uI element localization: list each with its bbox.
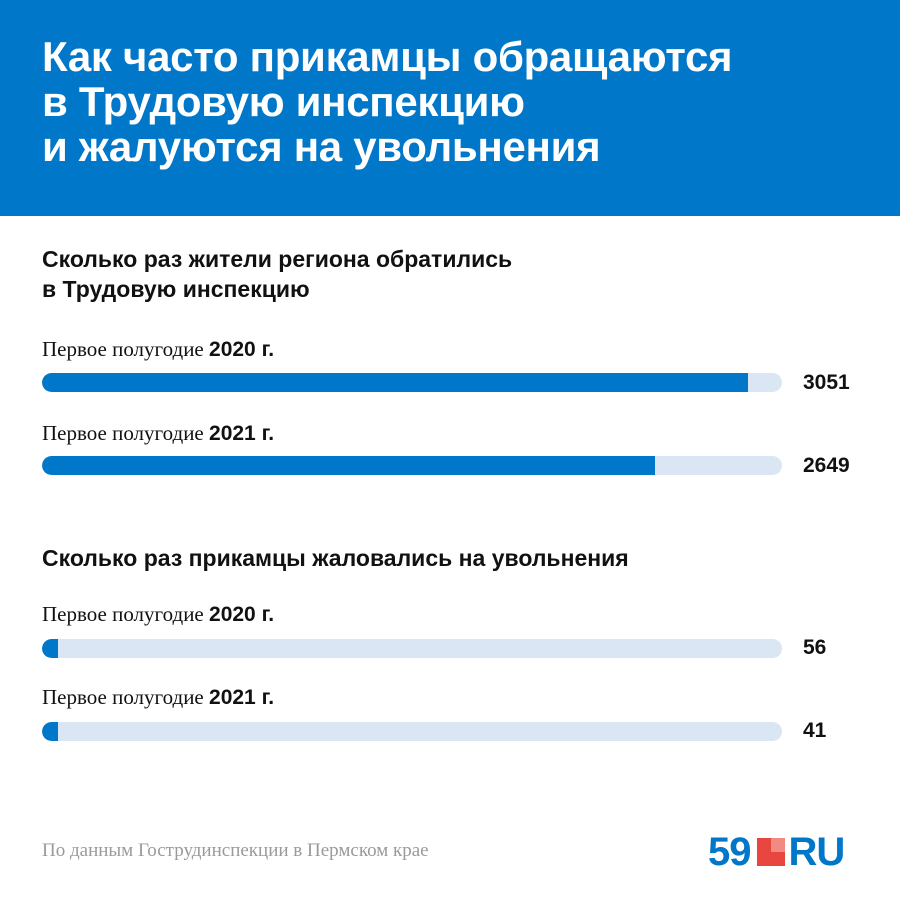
bar-label-prefix: Первое полугодие	[42, 602, 204, 626]
chart-1-bar-1-fill	[42, 373, 748, 392]
chart-2-bar-1-track	[42, 639, 782, 658]
header-banner: Как часто прикамцы обращаются в Трудовую…	[0, 0, 900, 216]
chart-2-bar-2-fill	[42, 722, 59, 741]
bar-label-prefix: Первое полугодие	[42, 685, 204, 709]
bar-label-year: 2021 г.	[209, 422, 275, 445]
logo-suffix: RU	[788, 829, 846, 874]
bar-label-prefix: Первое полугодие	[42, 337, 204, 361]
chart-1-bar-2-fill	[42, 456, 655, 475]
site-logo[interactable]: 59 RU	[708, 829, 846, 874]
bar-label-year: 2020 г.	[209, 603, 275, 626]
bar-label-year: 2021 г.	[209, 686, 275, 709]
bar-label-year: 2020 г.	[209, 338, 275, 361]
chart-1-bar-2-value: 2649	[803, 454, 850, 477]
chart-1-bar-1-label: Первое полугодие 2020 г.	[42, 337, 274, 362]
chart-1-bar-2-label: Первое полугодие 2021 г.	[42, 421, 274, 446]
page-title: Как часто прикамцы обращаются в Трудовую…	[42, 33, 733, 170]
chart-1-bar-1-value: 3051	[803, 371, 850, 394]
chart-2-bar-2-label: Первое полугодие 2021 г.	[42, 685, 274, 710]
bar-label-prefix: Первое полугодие	[42, 421, 204, 445]
chart-1-bar-1-track	[42, 373, 782, 392]
logo-number: 59	[708, 829, 751, 874]
chart-2-title: Сколько раз прикамцы жаловались на уволь…	[42, 545, 629, 571]
chart-2-bar-2-value: 41	[803, 719, 827, 742]
logo-mark-icon	[756, 838, 785, 866]
chart-2-bar-1-fill	[42, 639, 59, 658]
chart-2-bar-2-track	[42, 722, 782, 741]
source-note: По данным Гострудинспекции в Пермском кр…	[42, 840, 429, 861]
chart-2-bar-1-label: Первое полугодие 2020 г.	[42, 602, 274, 627]
chart-1-bar-2-track	[42, 456, 782, 475]
chart-1-title: Сколько раз жители региона обратились в …	[42, 246, 513, 302]
chart-2-bar-1-value: 56	[803, 636, 827, 659]
